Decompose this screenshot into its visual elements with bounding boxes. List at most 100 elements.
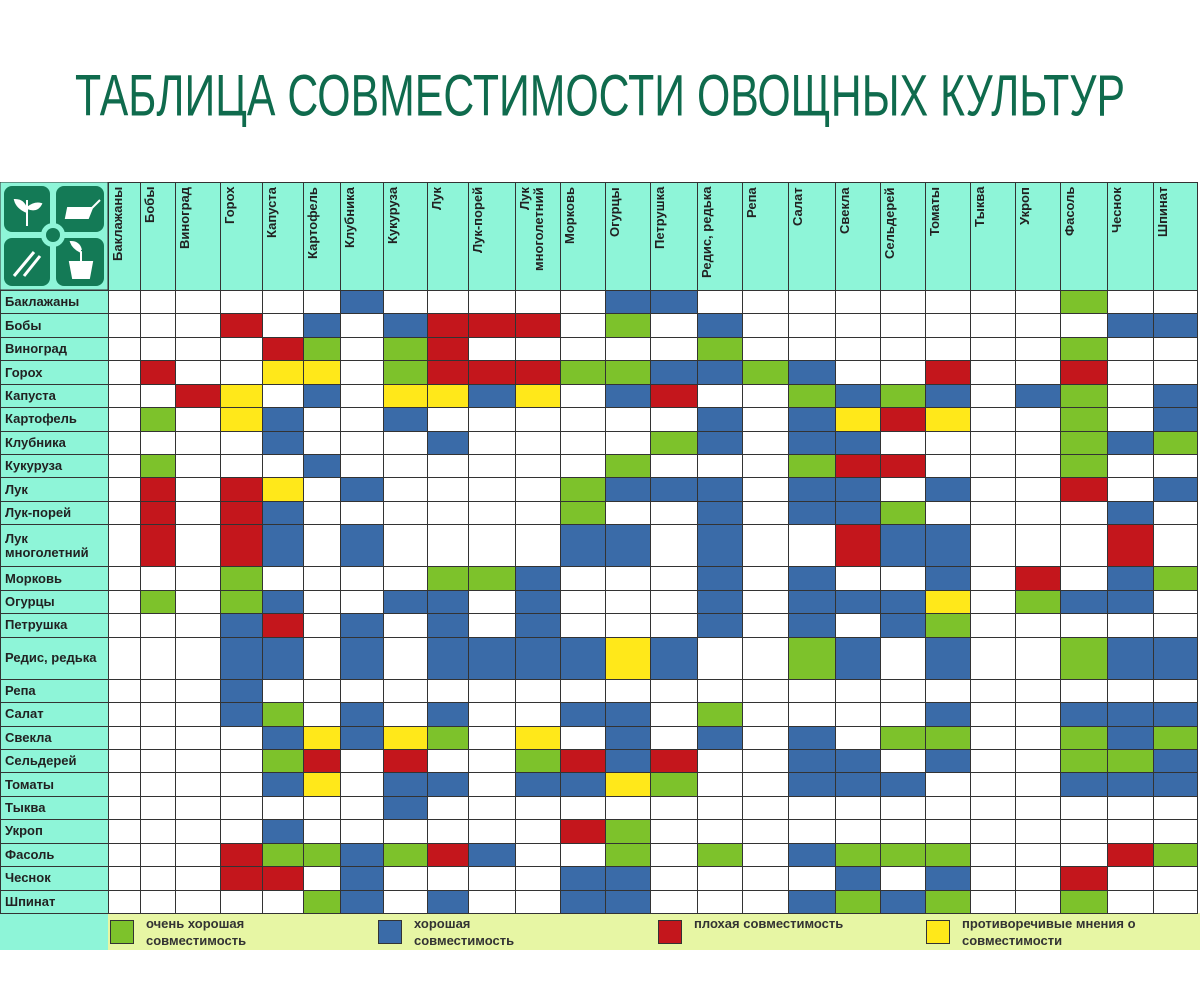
cell <box>303 795 341 821</box>
cell <box>140 613 176 638</box>
cell <box>383 290 428 315</box>
column-header: Редис, редька <box>697 182 743 291</box>
cell <box>383 678 428 704</box>
row-header: Тыква <box>0 795 109 821</box>
cell <box>1107 360 1154 385</box>
cell <box>697 290 743 315</box>
cell <box>1153 842 1198 868</box>
cell <box>108 702 141 727</box>
cell <box>515 454 561 479</box>
cell <box>175 748 221 774</box>
cell <box>340 430 384 456</box>
cell <box>650 589 698 615</box>
cell <box>697 748 743 774</box>
cell <box>303 866 341 891</box>
cell <box>1153 360 1198 385</box>
cell <box>1107 819 1154 844</box>
cell <box>605 336 651 362</box>
row-header: Петрушка <box>0 613 109 638</box>
cell <box>140 636 176 680</box>
cell <box>880 407 926 432</box>
cell <box>303 290 341 315</box>
cell <box>742 678 789 704</box>
cell <box>880 819 926 844</box>
legend-band <box>0 913 1200 950</box>
cell <box>605 360 651 385</box>
cell <box>175 636 221 680</box>
cell <box>383 795 428 821</box>
cell <box>427 407 469 432</box>
cell <box>835 524 881 568</box>
cell <box>515 795 561 821</box>
cell <box>1153 430 1198 456</box>
cell <box>427 636 469 680</box>
cell <box>468 795 516 821</box>
cell <box>1060 407 1108 432</box>
cell <box>1107 702 1154 727</box>
cell <box>340 500 384 526</box>
cell <box>880 795 926 821</box>
column-header: Салат <box>788 182 836 291</box>
cell <box>383 636 428 680</box>
cell <box>1107 866 1154 891</box>
column-header: Петрушка <box>650 182 698 291</box>
cell <box>697 725 743 750</box>
cell <box>880 500 926 526</box>
cell <box>383 313 428 338</box>
cell <box>515 407 561 432</box>
cell <box>262 566 304 591</box>
cell <box>925 313 971 338</box>
cell <box>1015 889 1061 914</box>
cell <box>220 748 263 774</box>
cell <box>970 725 1016 750</box>
cell <box>175 290 221 315</box>
cell <box>742 613 789 638</box>
cell <box>835 290 881 315</box>
cell <box>925 477 971 502</box>
row-header: Горох <box>0 360 109 385</box>
cell <box>1107 290 1154 315</box>
cell <box>605 454 651 479</box>
cell <box>788 748 836 774</box>
cell <box>1060 500 1108 526</box>
cell <box>835 336 881 362</box>
cell <box>383 336 428 362</box>
cell <box>788 566 836 591</box>
cell <box>427 819 469 844</box>
cell <box>108 566 141 591</box>
cell <box>560 613 606 638</box>
cell <box>468 524 516 568</box>
cell <box>262 589 304 615</box>
cell <box>697 500 743 526</box>
cell <box>650 500 698 526</box>
cell <box>262 383 304 409</box>
cell <box>383 589 428 615</box>
column-header: Лук многолетний <box>515 182 561 291</box>
cell <box>175 500 221 526</box>
cell <box>303 613 341 638</box>
cell <box>383 702 428 727</box>
cell <box>1015 678 1061 704</box>
cell <box>303 430 341 456</box>
cell <box>970 360 1016 385</box>
cell <box>742 748 789 774</box>
cell <box>383 748 428 774</box>
cell <box>140 360 176 385</box>
column-header: Виноград <box>175 182 221 291</box>
cell <box>880 702 926 727</box>
cell <box>140 678 176 704</box>
cell <box>880 524 926 568</box>
cell <box>1153 477 1198 502</box>
cell <box>1153 819 1198 844</box>
cell <box>108 383 141 409</box>
legend-band-left <box>0 913 108 950</box>
row-header: Картофель <box>0 407 109 432</box>
cell <box>1107 889 1154 914</box>
cell <box>340 477 384 502</box>
cell <box>605 795 651 821</box>
cell <box>515 360 561 385</box>
row-header: Бобы <box>0 313 109 338</box>
cell <box>1153 795 1198 821</box>
cell <box>108 636 141 680</box>
cell <box>925 842 971 868</box>
